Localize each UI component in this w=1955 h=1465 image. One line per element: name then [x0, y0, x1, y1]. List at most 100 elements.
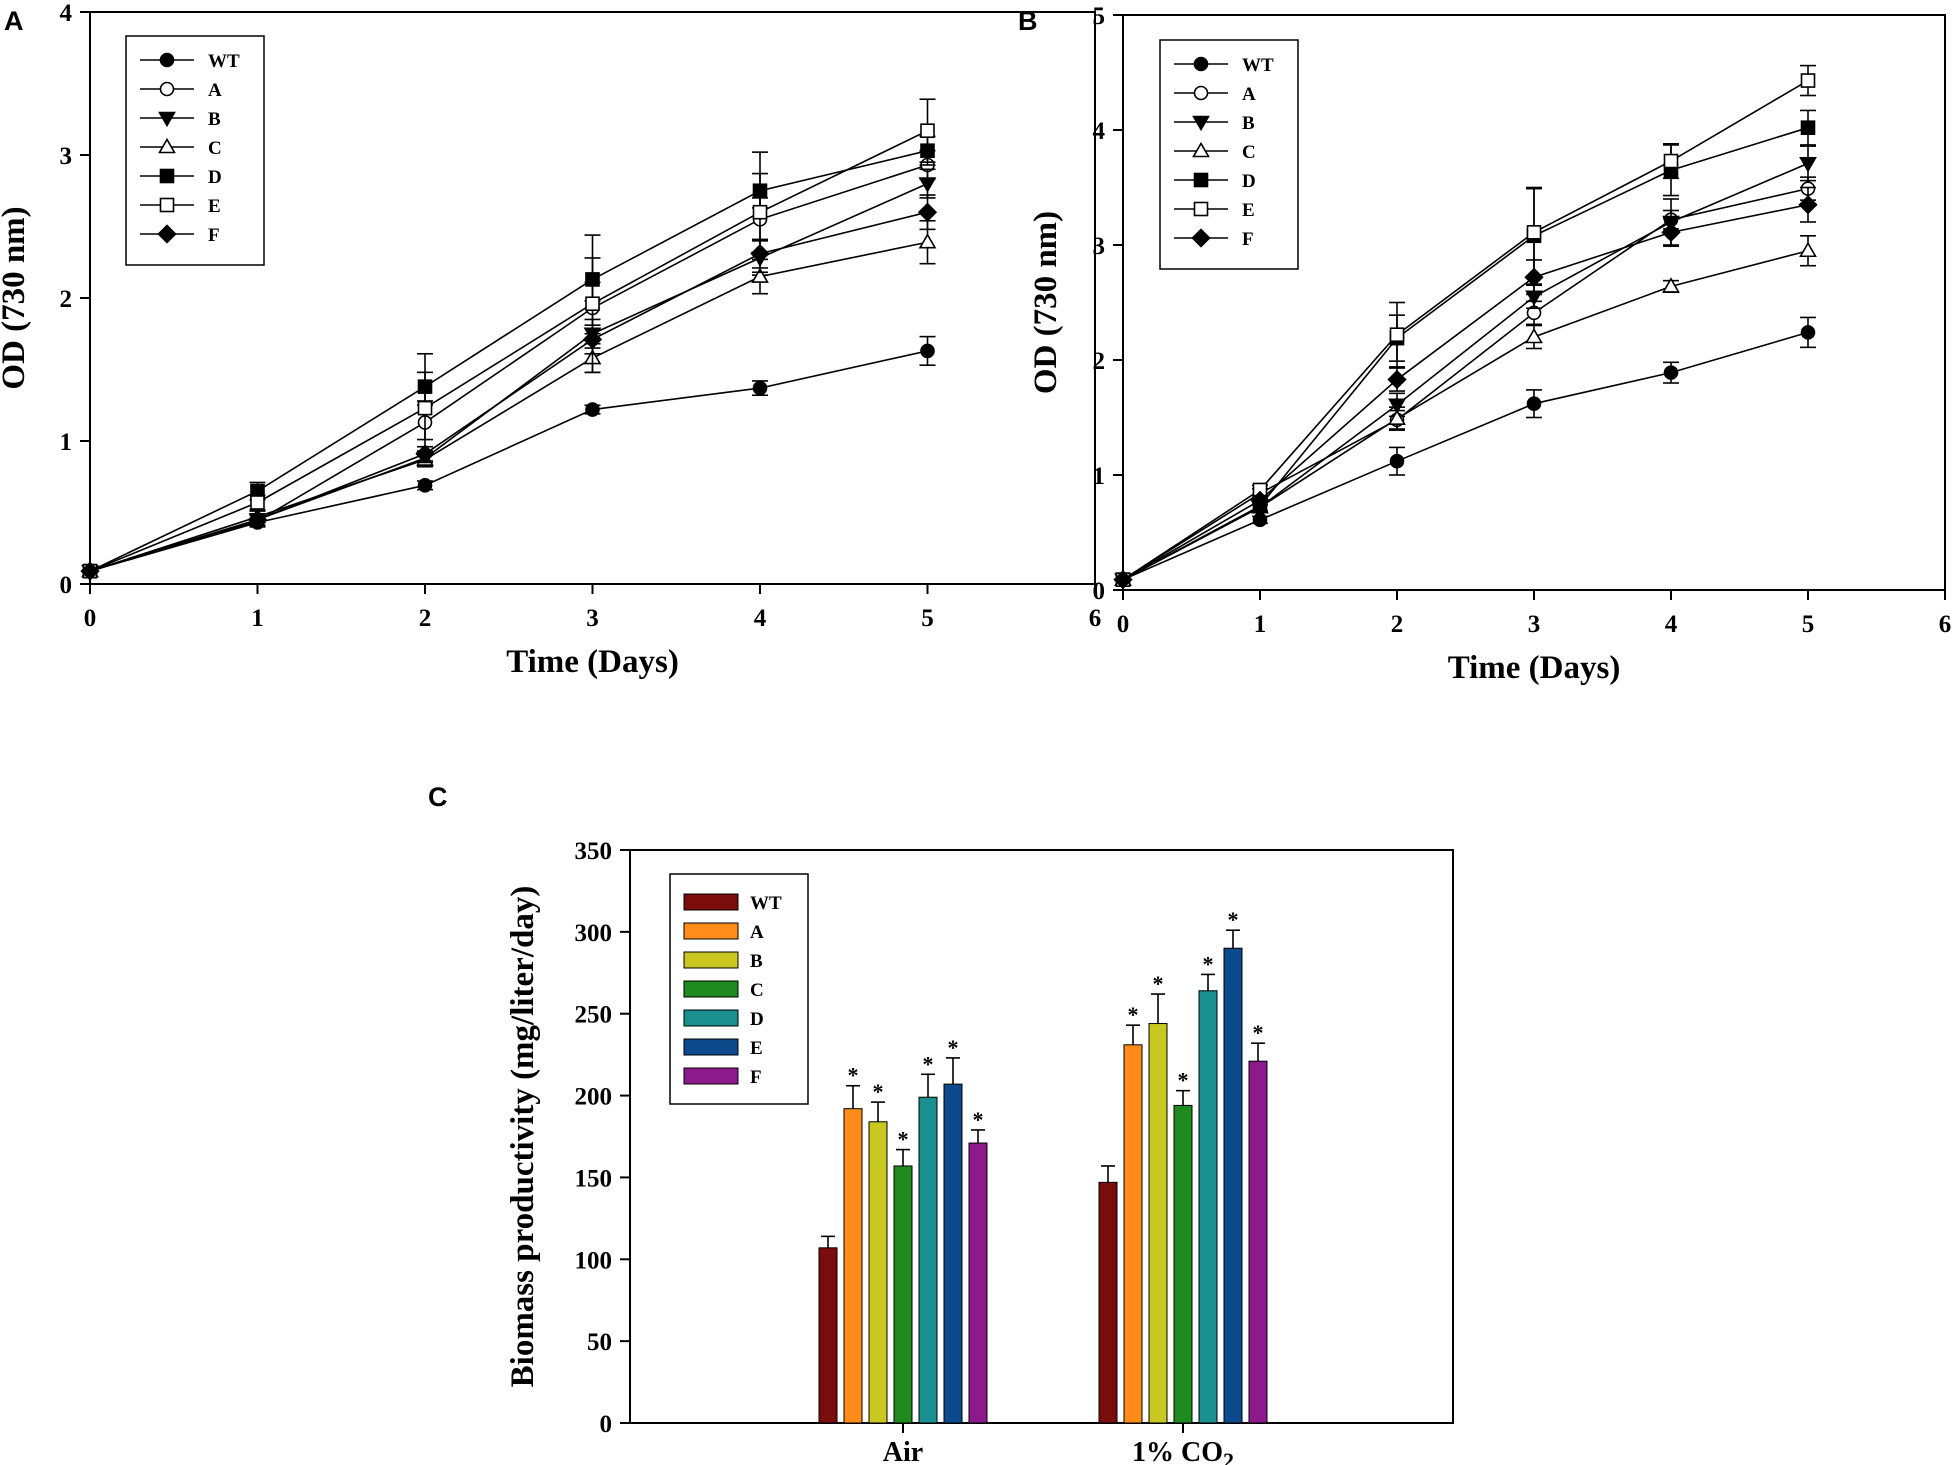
bar-c [893, 1165, 913, 1424]
bar-e [943, 1083, 963, 1424]
y-tick-label: 0 [600, 1411, 613, 1438]
significance-star: * [1178, 1068, 1189, 1093]
x-tick-label: 5 [1802, 611, 1815, 638]
data-point [582, 329, 603, 350]
legend-marker [158, 111, 176, 128]
legend-label: C [1242, 142, 1256, 163]
x-tick-label: 2 [1391, 611, 1404, 638]
data-point [1388, 398, 1406, 414]
significance-star: * [948, 1035, 959, 1060]
data-point [1525, 327, 1543, 344]
legend-item: B [140, 109, 221, 130]
legend-label: WT [1242, 55, 1274, 76]
series-line [89, 164, 928, 572]
data-point [1800, 325, 1816, 340]
bar-d [1198, 990, 1218, 1424]
y-axis-title: Biomass productivity (mg/liter/day) [505, 886, 541, 1388]
x-tick-label: 3 [586, 605, 599, 632]
significance-star: * [1153, 971, 1164, 996]
legend-marker [159, 52, 175, 68]
significance-star: * [873, 1079, 884, 1104]
legend-item: WT [1174, 55, 1274, 76]
panel-c: 0 50 100 150 200 250 300 350 Biomass productivit… [428, 782, 1454, 1465]
y-axis-title: OD (730 nm) [1028, 211, 1064, 394]
data-point [1800, 120, 1816, 135]
legend-swatch [683, 893, 739, 911]
series-line [89, 211, 928, 572]
legend-swatch [683, 1038, 739, 1056]
data-point [1387, 369, 1407, 390]
series-c [1114, 235, 1817, 586]
legend-item: F [683, 1067, 762, 1088]
bar-b [1148, 1023, 1168, 1424]
legend-label: E [1242, 200, 1255, 221]
bar-f [1248, 1060, 1268, 1424]
data-point [247, 510, 268, 530]
legend-box [1159, 39, 1299, 270]
y-tick-label: 1 [1093, 463, 1106, 490]
data-point [1250, 490, 1270, 510]
x-tick-label: 1 [1254, 611, 1267, 638]
significance-star: * [848, 1063, 859, 1088]
legend-item: E [140, 196, 221, 217]
legend-label: B [1242, 113, 1255, 134]
legend-label: F [208, 225, 220, 246]
legend-swatch [683, 922, 739, 940]
data-point [1388, 409, 1406, 425]
y-tick-label: 300 [575, 920, 613, 947]
legend-label: C [750, 980, 764, 1001]
legend-label: F [750, 1067, 762, 1088]
series-line [1122, 79, 1809, 581]
legend-label: F [1242, 229, 1254, 250]
data-point [920, 343, 935, 359]
legend-item: F [140, 224, 220, 246]
data-point [752, 204, 768, 220]
panel-letter: A [4, 6, 24, 36]
legend-item: F [1174, 228, 1254, 250]
legend-label: D [750, 1009, 764, 1030]
legend-label: C [208, 138, 222, 159]
y-tick-label: 150 [575, 1165, 613, 1192]
legend-marker [1193, 85, 1209, 101]
bar-a [1123, 1044, 1143, 1424]
x-tick-label: 1 [251, 605, 264, 632]
legend-item: E [683, 1038, 763, 1059]
significance-star: * [1203, 951, 1214, 976]
x-tick-label: 5 [921, 605, 934, 632]
data-point [1389, 327, 1405, 343]
y-tick-label: 100 [575, 1247, 613, 1274]
series-line [1122, 203, 1809, 581]
legend-item: D [1174, 171, 1256, 192]
legend-item: C [1174, 141, 1256, 163]
x-tick-label: 4 [1665, 611, 1678, 638]
legend-marker [1193, 172, 1209, 188]
data-point [585, 296, 600, 312]
series-f [80, 194, 938, 581]
x-tick-label: 6 [1939, 611, 1952, 638]
x-category-label: Air [883, 1437, 923, 1465]
legend-item: WT [140, 51, 240, 72]
legend-item: A [1174, 84, 1256, 105]
significance-star: * [898, 1127, 909, 1152]
plot-frame [629, 849, 1454, 1424]
bar-d [918, 1096, 938, 1424]
legend-label: E [208, 196, 221, 217]
legend-label: E [750, 1038, 763, 1059]
legend-item: D [683, 1009, 764, 1030]
bar-c [1173, 1104, 1193, 1424]
data-point [917, 202, 938, 222]
y-tick-label: 0 [1093, 578, 1106, 605]
data-point [1663, 153, 1679, 169]
series-line [1122, 249, 1809, 581]
data-point [1526, 396, 1542, 412]
series-f [1113, 186, 1818, 590]
series-e [1115, 64, 1816, 587]
significance-star: * [1128, 1002, 1139, 1027]
significance-star: * [973, 1107, 984, 1132]
y-tick-label: 4 [1093, 118, 1106, 145]
x-tick-label: 3 [1528, 611, 1541, 638]
x-category-label: 1% CO2 [1132, 1437, 1234, 1465]
y-tick-label: 2 [60, 286, 73, 313]
